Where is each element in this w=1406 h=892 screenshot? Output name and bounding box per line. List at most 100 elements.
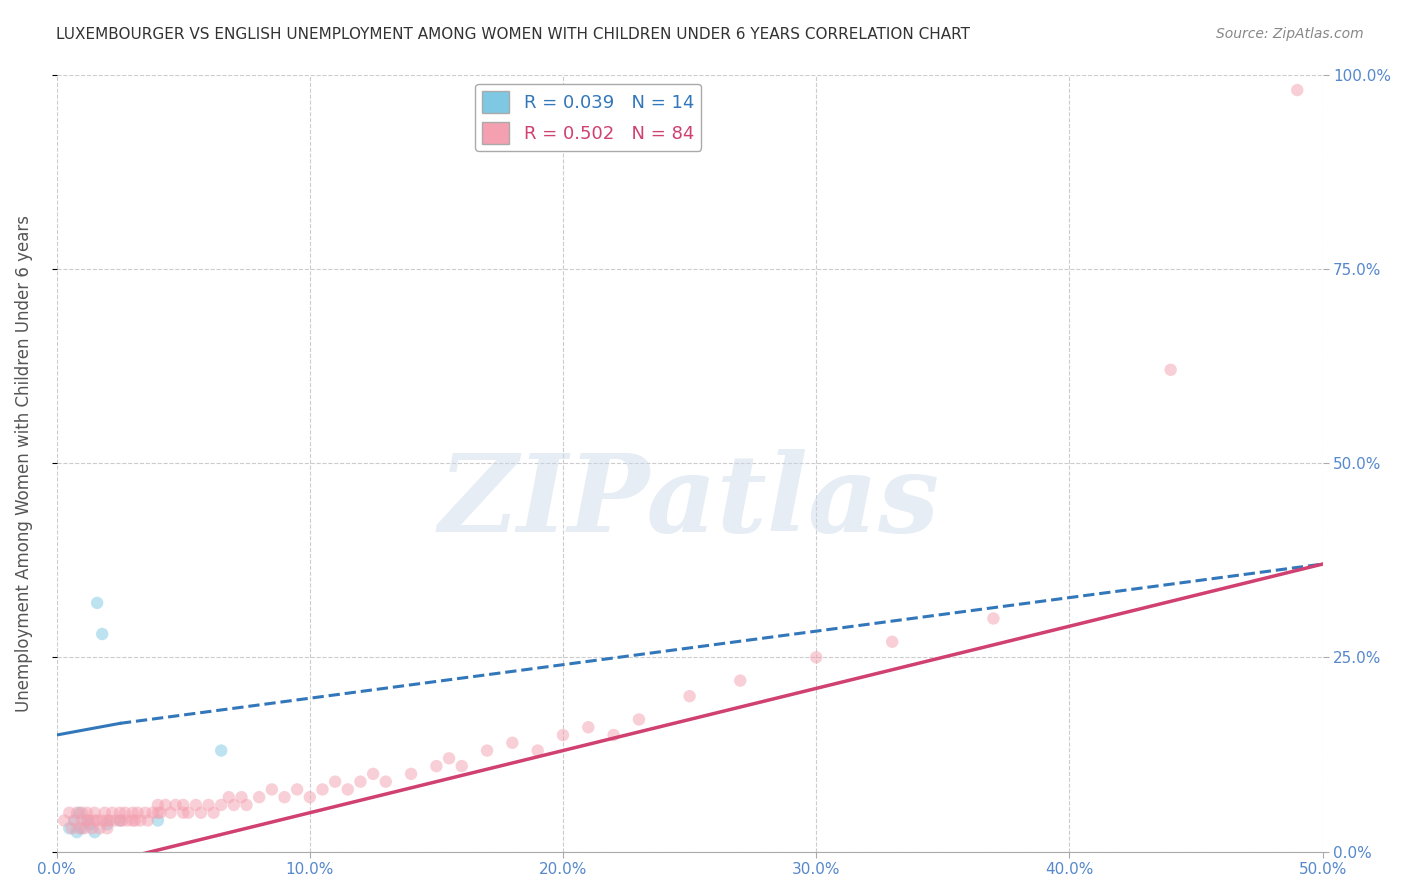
Point bbox=[602, 728, 624, 742]
Point bbox=[111, 814, 134, 828]
Point bbox=[425, 759, 447, 773]
Point bbox=[63, 814, 86, 828]
Point bbox=[114, 805, 136, 820]
Point bbox=[70, 822, 93, 836]
Point bbox=[177, 805, 200, 820]
Y-axis label: Unemployment Among Women with Children Under 6 years: Unemployment Among Women with Children U… bbox=[15, 215, 32, 712]
Point bbox=[551, 728, 574, 742]
Point bbox=[70, 814, 93, 828]
Point bbox=[149, 805, 172, 820]
Point bbox=[96, 814, 118, 828]
Point bbox=[146, 805, 169, 820]
Point bbox=[67, 805, 90, 820]
Point bbox=[159, 805, 181, 820]
Point bbox=[104, 814, 127, 828]
Point bbox=[91, 814, 114, 828]
Point bbox=[67, 822, 90, 836]
Point bbox=[882, 634, 904, 648]
Point bbox=[190, 805, 212, 820]
Text: Source: ZipAtlas.com: Source: ZipAtlas.com bbox=[1216, 27, 1364, 41]
Point bbox=[83, 814, 105, 828]
Point bbox=[1286, 83, 1309, 97]
Point bbox=[101, 805, 124, 820]
Point bbox=[83, 805, 105, 820]
Point bbox=[96, 817, 118, 831]
Point bbox=[142, 805, 165, 820]
Point bbox=[76, 814, 98, 828]
Point bbox=[70, 805, 93, 820]
Legend: R = 0.039   N = 14, R = 0.502   N = 84: R = 0.039 N = 14, R = 0.502 N = 84 bbox=[475, 84, 702, 151]
Point bbox=[311, 782, 333, 797]
Point bbox=[349, 774, 371, 789]
Point bbox=[399, 767, 422, 781]
Point bbox=[76, 805, 98, 820]
Point bbox=[121, 814, 143, 828]
Point bbox=[197, 797, 219, 812]
Point bbox=[79, 817, 101, 831]
Point bbox=[83, 825, 105, 839]
Point bbox=[108, 814, 131, 828]
Point bbox=[86, 814, 108, 828]
Point bbox=[209, 743, 232, 757]
Point bbox=[80, 822, 103, 836]
Point bbox=[96, 822, 118, 836]
Point bbox=[117, 814, 139, 828]
Point bbox=[202, 805, 225, 820]
Point bbox=[361, 767, 384, 781]
Text: LUXEMBOURGER VS ENGLISH UNEMPLOYMENT AMONG WOMEN WITH CHILDREN UNDER 6 YEARS COR: LUXEMBOURGER VS ENGLISH UNEMPLOYMENT AMO… bbox=[56, 27, 970, 42]
Point bbox=[155, 797, 177, 812]
Point bbox=[1160, 363, 1182, 377]
Point bbox=[374, 774, 396, 789]
Point bbox=[98, 814, 121, 828]
Point bbox=[184, 797, 207, 812]
Point bbox=[89, 822, 111, 836]
Point bbox=[273, 790, 295, 805]
Point bbox=[235, 797, 257, 812]
Point bbox=[165, 797, 187, 812]
Point bbox=[146, 797, 169, 812]
Point bbox=[53, 814, 76, 828]
Point bbox=[58, 805, 80, 820]
Point bbox=[526, 743, 548, 757]
Point bbox=[79, 814, 101, 828]
Point bbox=[983, 611, 1005, 625]
Point bbox=[129, 814, 152, 828]
Point bbox=[231, 790, 253, 805]
Point bbox=[323, 774, 346, 789]
Point bbox=[91, 627, 114, 641]
Point bbox=[678, 689, 700, 703]
Point bbox=[336, 782, 359, 797]
Point bbox=[146, 814, 169, 828]
Point bbox=[134, 805, 156, 820]
Point bbox=[172, 805, 194, 820]
Text: ZIPatlas: ZIPatlas bbox=[439, 449, 941, 555]
Point bbox=[172, 797, 194, 812]
Point bbox=[60, 822, 83, 836]
Point bbox=[247, 790, 270, 805]
Point bbox=[501, 736, 523, 750]
Point bbox=[121, 805, 143, 820]
Point bbox=[298, 790, 321, 805]
Point bbox=[93, 805, 115, 820]
Point bbox=[450, 759, 472, 773]
Point bbox=[260, 782, 283, 797]
Point bbox=[218, 790, 240, 805]
Point bbox=[76, 814, 98, 828]
Point bbox=[627, 713, 650, 727]
Point bbox=[136, 814, 159, 828]
Point bbox=[108, 805, 131, 820]
Point bbox=[108, 814, 131, 828]
Point bbox=[209, 797, 232, 812]
Point bbox=[222, 797, 245, 812]
Point bbox=[576, 720, 599, 734]
Point bbox=[66, 825, 89, 839]
Point bbox=[86, 596, 108, 610]
Point bbox=[127, 805, 149, 820]
Point bbox=[728, 673, 751, 688]
Point bbox=[66, 805, 89, 820]
Point bbox=[58, 822, 80, 836]
Point bbox=[437, 751, 460, 765]
Point bbox=[124, 814, 146, 828]
Point bbox=[73, 822, 96, 836]
Point bbox=[475, 743, 498, 757]
